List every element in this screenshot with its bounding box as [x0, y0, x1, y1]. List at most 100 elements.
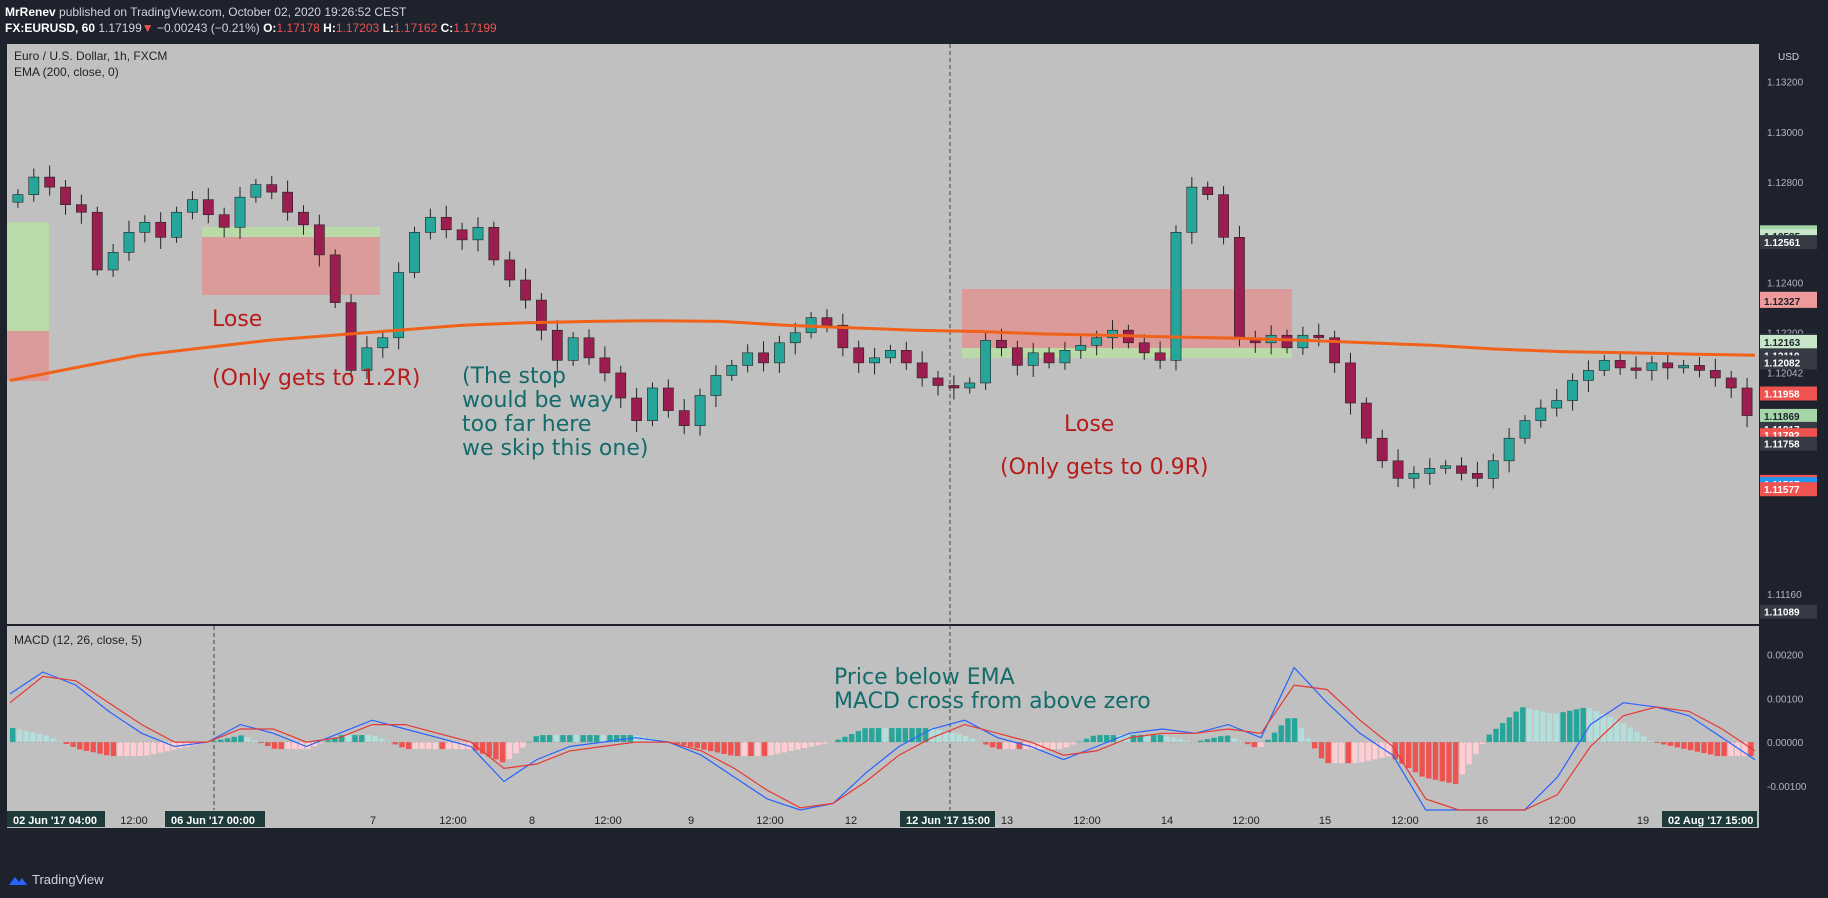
time-tick-label: 12:00 [1073, 815, 1101, 827]
histogram-bar [1218, 736, 1224, 742]
publisher-name[interactable]: MrRenev [5, 5, 56, 19]
histogram-bar [1164, 736, 1170, 743]
svg-text:06 Jun '17 00:00: 06 Jun '17 00:00 [171, 815, 255, 827]
chart-svg[interactable]: Euro / U.S. Dollar, 1h, FXCM EMA (200, c… [0, 44, 1828, 862]
histogram-bar [90, 742, 96, 753]
histogram-bar [855, 731, 862, 743]
histogram-bar [1090, 735, 1096, 743]
histogram-bar [1244, 742, 1251, 745]
symbol-label[interactable]: FX:EURUSD, 60 [5, 21, 96, 35]
histogram-bar [110, 742, 117, 757]
open-label: O: [263, 21, 277, 35]
tradingview-brand[interactable]: TradingView [32, 872, 104, 887]
price-tag: 1.12561 [1760, 235, 1817, 250]
svg-text:02 Aug '17 15:00: 02 Aug '17 15:00 [1668, 815, 1753, 827]
histogram-bar [1278, 725, 1284, 743]
candle [1630, 356, 1642, 379]
price-tag: 1.12082 [1760, 355, 1817, 370]
histogram-bar [23, 730, 29, 743]
candle [1646, 355, 1658, 381]
price-tick-label: 1.12800 [1767, 178, 1804, 189]
histogram-bar [244, 737, 251, 743]
svg-text:1.11577: 1.11577 [1764, 485, 1800, 496]
candle [1392, 449, 1404, 487]
candle [900, 341, 912, 370]
histogram-bar [1271, 732, 1278, 743]
histogram-bar [211, 741, 217, 743]
pane-divider[interactable] [7, 624, 1828, 626]
annotation-lose-2: Lose [1064, 412, 1114, 437]
candle [1503, 428, 1515, 473]
annotation-stop-3: too far here [462, 412, 591, 437]
histogram-bar [1151, 735, 1157, 743]
histogram-bar [614, 735, 620, 743]
low-value: 1.17162 [393, 21, 438, 35]
histogram-bar [620, 735, 627, 743]
histogram-bar [755, 742, 761, 757]
price-tick-label: 1.13200 [1767, 78, 1804, 89]
price-pane[interactable] [7, 44, 1759, 624]
histogram-bar [50, 738, 56, 743]
histogram-bar [150, 742, 157, 754]
svg-text:1.11758: 1.11758 [1764, 440, 1800, 451]
histogram-bar [124, 742, 130, 757]
candle [774, 335, 785, 373]
candle [1614, 351, 1626, 375]
histogram-bar [359, 735, 365, 743]
histogram-bar [1399, 742, 1405, 764]
histogram-bar [1741, 742, 1747, 757]
histogram-bar [1157, 735, 1164, 743]
time-tick-label: 16 [1476, 815, 1488, 827]
histogram-bar [989, 742, 996, 748]
candle [139, 215, 151, 243]
svg-text:1.12327: 1.12327 [1764, 297, 1801, 308]
time-axis[interactable] [7, 810, 1759, 828]
histogram-bar [895, 728, 902, 743]
tradingview-logo-icon[interactable] [8, 873, 28, 887]
histogram-bar [1130, 735, 1137, 743]
histogram-bar [325, 740, 331, 743]
candle [393, 262, 405, 350]
time-tick-label: 12:00 [120, 815, 148, 827]
chart-area[interactable]: Euro / U.S. Dollar, 1h, FXCM EMA (200, c… [0, 44, 1828, 862]
candles-layer [12, 165, 1753, 489]
candle [1218, 186, 1229, 245]
candle [662, 379, 674, 418]
candle [869, 347, 880, 375]
histogram-bar [1057, 742, 1063, 750]
histogram-bar [835, 739, 841, 743]
candle [202, 188, 214, 224]
histogram-bar [1446, 742, 1452, 783]
time-tag: 12 Jun '17 15:00 [900, 811, 995, 827]
histogram-bar [16, 729, 23, 743]
histogram-bar [1607, 716, 1613, 743]
histogram-bar [1728, 742, 1734, 757]
histogram-bar [869, 728, 875, 743]
candle [488, 221, 500, 266]
histogram-bar [63, 742, 70, 744]
histogram-bar [1211, 737, 1217, 743]
svg-text:12 Jun '17 15:00: 12 Jun '17 15:00 [906, 815, 990, 827]
macd-pane[interactable] [7, 626, 1759, 810]
candle [409, 226, 420, 279]
histogram-bar [721, 742, 727, 754]
candle [1011, 340, 1023, 376]
histogram-bar [1426, 742, 1432, 779]
histogram-bar [453, 742, 459, 750]
histogram-bar [600, 735, 606, 743]
time-tick-label: 8 [529, 815, 535, 827]
candle [853, 340, 865, 373]
candle [1202, 181, 1214, 201]
candle [1408, 466, 1420, 489]
candle [1487, 453, 1499, 489]
svg-text:1.12561: 1.12561 [1764, 238, 1801, 249]
histogram-bar [1714, 742, 1721, 756]
histogram-bar [1600, 714, 1606, 743]
histogram-bar [1204, 739, 1211, 743]
candle [1075, 333, 1087, 359]
signal-line [9, 675, 1756, 811]
histogram-bar [1338, 742, 1345, 764]
open-value: 1.17178 [276, 21, 320, 35]
histogram-bar [580, 735, 586, 743]
histogram-bar [526, 741, 533, 743]
